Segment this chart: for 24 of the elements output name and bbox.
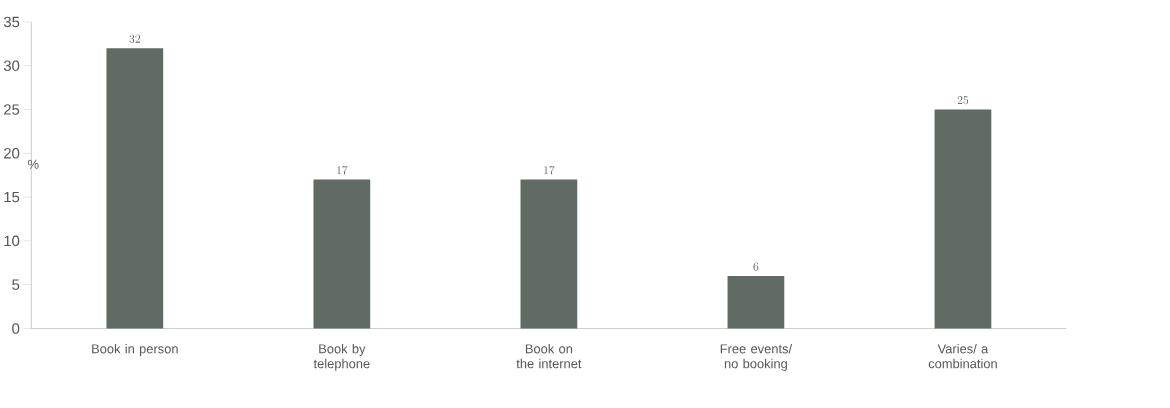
x-tick-label: Free events/ no booking — [720, 343, 793, 371]
x-tick-label: Varies/ a combination — [928, 343, 997, 369]
data-label: 17 — [337, 165, 348, 175]
y-tick-label: 20 — [4, 147, 20, 159]
bar — [727, 275, 785, 329]
y-tick-label: 0 — [12, 323, 20, 334]
bar — [313, 179, 371, 329]
y-tick-label: 30 — [3, 60, 20, 71]
y-axis-title: % — [28, 159, 39, 169]
y-tick-label: 25 — [4, 104, 20, 115]
x-tick-label: Book in person — [92, 343, 178, 356]
data-label: 32 — [129, 34, 141, 43]
x-tick-label: Book on the internet — [516, 343, 582, 369]
bar — [934, 109, 992, 329]
data-label: 17 — [544, 165, 555, 175]
y-tick-label: 15 — [4, 191, 20, 203]
bar — [106, 48, 164, 329]
data-label: 6 — [753, 262, 759, 271]
y-tick-label: 5 — [12, 279, 20, 290]
x-tick-label: Book by telephone — [313, 343, 370, 371]
bar — [520, 179, 578, 329]
data-label: 25 — [957, 96, 969, 105]
y-tick-label: 10 — [4, 235, 20, 247]
y-tick-label: 35 — [3, 16, 20, 28]
